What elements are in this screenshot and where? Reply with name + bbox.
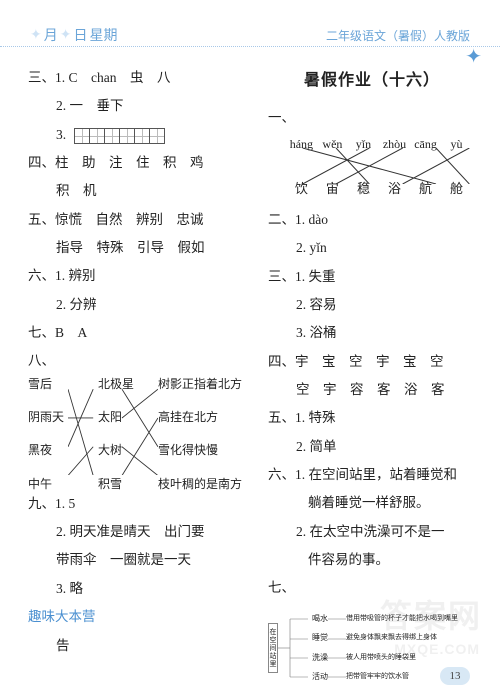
answer-line: 四、柱 助 注 住 积 鸡 [28, 149, 258, 177]
writing-grid [74, 128, 164, 144]
mindmap-leaf: 借用带吸管的杯子才能把水喝到嘴里 [346, 614, 476, 624]
answer-line: 2. 简单 [268, 433, 476, 461]
match-lines [68, 382, 158, 476]
answer-line: 八、 [28, 347, 258, 375]
answer-line: 六、1. 辨别 [28, 262, 258, 290]
fun-section-title: 趣味大本营 [28, 603, 258, 631]
answer-line: 3. [28, 121, 258, 149]
match-item: 树影正指着北方 [158, 378, 258, 390]
answer-line: 件容易的事。 [268, 546, 476, 574]
content-columns: 三、1. C chan 虫 八 2. 一 垂下 3. 四、柱 助 注 住 积 鸡… [28, 64, 476, 657]
match-left-col: 雪后 阴雨天 黑夜 中午 [28, 378, 68, 490]
match-item: 中午 [28, 478, 68, 490]
match-item: 雪后 [28, 378, 68, 390]
answer-line: 三、1. 失重 [268, 263, 476, 291]
mindmap-node: 活动 [312, 671, 328, 682]
divider [0, 46, 500, 47]
hanzi: 宙 [317, 175, 348, 202]
hanzi: 饮 [286, 175, 317, 202]
answer-line: 告 [28, 632, 258, 660]
hanzi: 航 [410, 175, 441, 202]
match-item: 积雪 [98, 478, 138, 490]
answer-line: 五、惊慌 自然 辨别 忠诚 [28, 206, 258, 234]
date-label: ✦ 月 ✦ 日 星期 [30, 25, 117, 45]
weekday-label: 星期 [89, 25, 117, 45]
answer-line: 七、 [268, 574, 476, 602]
mindmap-leaf: 避免身体飘来飘去得绑上身体 [346, 633, 476, 643]
match-item: 黑夜 [28, 444, 68, 456]
match-item: 雪化得快慢 [158, 444, 258, 456]
hanzi-row: 饮 宙 稳 浴 航 舱 [286, 175, 472, 202]
answer-line: 四、宇 宝 空 宇 宝 空 [268, 348, 476, 376]
mindmap-mid: 喝水 睡觉 洗澡 活动 [312, 609, 328, 687]
answer-line: 躺着睡觉一样舒服。 [268, 489, 476, 517]
answer-line: 指导 特殊 引导 假如 [28, 234, 258, 262]
pinyin-match-diagram: háng wěn yǐn zhòu cāng yù 饮 宙 稳 浴 航 舱 [286, 132, 472, 202]
right-column: 暑假作业（十六） 一、 háng wěn yǐn zhòu cāng yù 饮 … [268, 64, 476, 657]
answer-line: 2. 分辨 [28, 291, 258, 319]
book-title: 二年级语文（暑假）人教版 [326, 27, 470, 44]
page-number: 13 [440, 667, 470, 685]
answer-line: 积 机 [28, 177, 258, 205]
star-icon: ✦ [30, 27, 42, 44]
answer-line: 五、1. 特殊 [268, 404, 476, 432]
answer-line: 三、1. C chan 虫 八 [28, 64, 258, 92]
answer-line: 2. 容易 [268, 291, 476, 319]
mindmap-node: 睡觉 [312, 632, 328, 643]
section-label: 一、 [268, 104, 476, 132]
mindmap-node: 洗澡 [312, 652, 328, 663]
hanzi: 舱 [441, 175, 472, 202]
answer-line: 2. 明天准是晴天 出门要 [28, 518, 258, 546]
star-icon: ✦ [60, 27, 72, 44]
answer-line: 2. yǐn [268, 234, 476, 262]
day-label: 日 [73, 25, 87, 45]
match-item: 枝叶稠的是南方 [158, 478, 258, 490]
left-column: 三、1. C chan 虫 八 2. 一 垂下 3. 四、柱 助 注 住 积 鸡… [28, 64, 258, 657]
label: 一、 [268, 110, 295, 125]
match-far-col: 树影正指着北方 高挂在北方 雪化得快慢 枝叶稠的是南方 [158, 378, 258, 490]
answer-line: 二、1. dào [268, 206, 476, 234]
answer-line: 2. 一 垂下 [28, 92, 258, 120]
answer-line: 七、B A [28, 319, 258, 347]
answer-line: 3. 略 [28, 575, 258, 603]
match-item: 高挂在北方 [158, 411, 258, 423]
answer-line: 2. 在太空中洗澡可不是一 [268, 518, 476, 546]
match-item: 阴雨天 [28, 411, 68, 423]
month-label: 月 [44, 25, 58, 45]
label: 3. [56, 127, 66, 142]
answer-line: 九、1. 5 [28, 490, 258, 518]
mindmap-leaf: 被人用带喷头的睡袋里 [346, 653, 476, 663]
mindmap-root: 在空间站里 [268, 623, 278, 673]
answer-line: 3. 浴桶 [268, 319, 476, 347]
answer-line: 带雨伞 一圈就是一天 [28, 546, 258, 574]
mindmap-node: 喝水 [312, 613, 328, 624]
matching-diagram: 雪后 阴雨天 黑夜 中午 北极星 太阳 大树 积雪 树影正指着北方 高挂在北方 … [28, 378, 258, 490]
answer-line: 空 宇 容 客 浴 客 [268, 376, 476, 404]
answer-line: 六、1. 在空间站里，站着睡觉和 [268, 461, 476, 489]
homework-title: 暑假作业（十六） [268, 64, 476, 98]
hanzi: 浴 [379, 175, 410, 202]
hanzi: 稳 [348, 175, 379, 202]
